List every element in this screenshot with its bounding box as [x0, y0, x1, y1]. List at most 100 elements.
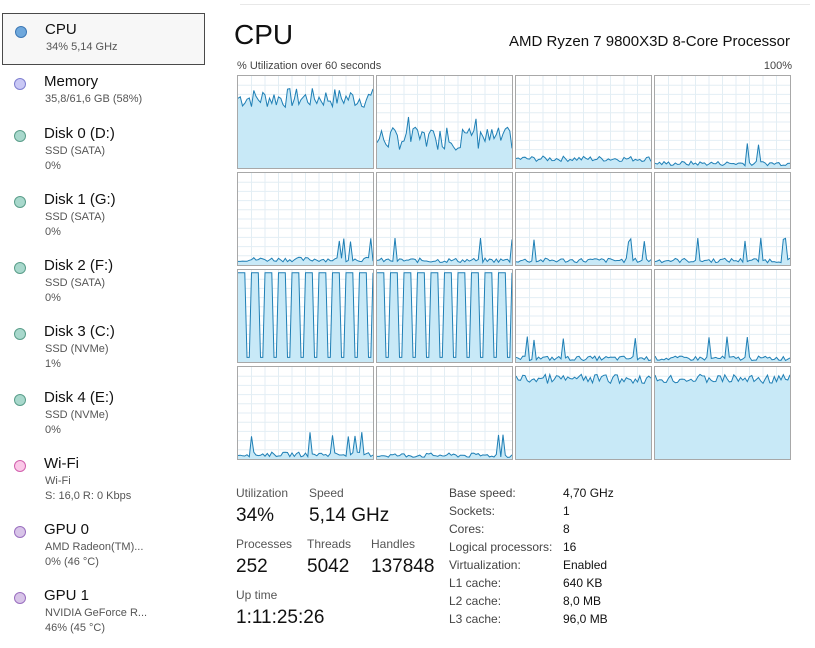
sidebar-item-disk-0[interactable]: Disk 0 (D:) SSD (SATA) 0% — [2, 118, 205, 172]
sidebar-item-detail: SSD (SATA) — [45, 277, 106, 289]
sidebar-item-disk-1[interactable]: Disk 1 (G:) SSD (SATA) 0% — [2, 184, 205, 238]
spec-value: 8,0 MB — [563, 594, 602, 608]
utilization-area — [377, 272, 512, 362]
core-utilization-graph — [654, 172, 791, 266]
sidebar-item-wifi[interactable]: Wi-Fi Wi-Fi S: 16,0 R: 0 Kbps — [2, 448, 205, 502]
processes-label: Processes — [236, 537, 293, 551]
memory-indicator-icon — [14, 78, 26, 90]
core-utilization-graph — [237, 366, 374, 460]
utilization-line — [376, 116, 513, 151]
spec-value: 640 KB — [563, 576, 603, 590]
utilization-line — [377, 434, 513, 458]
uptime-label: Up time — [236, 588, 278, 602]
core-utilization-graph — [515, 366, 652, 460]
graph-border — [237, 75, 374, 169]
disk-indicator-icon — [14, 196, 26, 208]
graph-border — [376, 172, 513, 266]
sidebar-item-detail: Wi-Fi — [45, 475, 71, 487]
graph-border — [654, 75, 791, 169]
speed-label: Speed — [309, 486, 344, 500]
sidebar-item-usage: 0% — [45, 424, 61, 436]
graph-border — [237, 366, 374, 460]
threads-value: 5042 — [307, 556, 350, 577]
utilization-label: Utilization — [236, 486, 289, 500]
utilization-line — [515, 336, 652, 362]
gpu-indicator-icon — [14, 592, 26, 604]
utilization-line — [654, 143, 791, 167]
sidebar-item-name: Disk 4 (E:) — [44, 389, 115, 406]
sidebar-item-disk-4[interactable]: Disk 4 (E:) SSD (NVMe) 0% — [2, 382, 205, 436]
sidebar-item-usage: 0% — [45, 160, 61, 172]
core-utilization-graph — [237, 172, 374, 266]
sidebar-item-name: Disk 1 (G:) — [44, 191, 116, 208]
utilization-line — [238, 238, 374, 263]
disk-indicator-icon — [14, 262, 26, 274]
sidebar-item-detail: SSD (SATA) — [45, 211, 106, 223]
sidebar-item-name: Wi-Fi — [44, 455, 79, 472]
sidebar-item-usage: 0% — [45, 226, 61, 238]
disk-indicator-icon — [14, 130, 26, 142]
sidebar-item-gpu-0[interactable]: GPU 0 AMD Radeon(TM)... 0% (46 °C) — [2, 514, 205, 568]
sidebar-item-detail: 34% 5,14 GHz — [46, 41, 118, 53]
graph-max-label: 100% — [763, 60, 792, 72]
processes-value: 252 — [236, 556, 268, 577]
utilization-line — [654, 373, 791, 385]
spec-value: 1 — [563, 504, 570, 518]
core-utilization-graph — [654, 75, 791, 169]
sidebar-item-usage: 0% (46 °C) — [45, 556, 99, 568]
sidebar-item-detail: AMD Radeon(TM)... — [45, 541, 144, 553]
handles-value: 137848 — [371, 556, 435, 577]
disk-indicator-icon — [14, 394, 26, 406]
sidebar-item-detail: SSD (NVMe) — [45, 343, 109, 355]
graph-border — [376, 269, 513, 363]
sidebar-item-name: Disk 0 (D:) — [44, 125, 115, 142]
graph-border — [654, 269, 791, 363]
core-utilization-graph — [515, 269, 652, 363]
page-title: CPU — [234, 19, 294, 50]
utilization-line — [238, 272, 374, 358]
uptime-value: 1:11:25:26 — [236, 607, 325, 628]
graph-border — [654, 366, 791, 460]
sidebar-item-name: Disk 3 (C:) — [44, 323, 115, 340]
spec-value: 8 — [563, 522, 570, 536]
utilization-line — [515, 237, 652, 264]
processor-name: AMD Ryzen 7 9800X3D 8-Core Processor — [509, 33, 790, 50]
graph-border — [515, 269, 652, 363]
sidebar-item-name: GPU 0 — [44, 521, 90, 538]
spec-value: 4,70 GHz — [563, 486, 614, 500]
sidebar-item-gpu-1[interactable]: GPU 1 NVIDIA GeForce R... 46% (45 °C) — [2, 580, 205, 634]
utilization-graph-caption: % Utilization over 60 seconds — [237, 60, 382, 72]
core-utilization-graph — [654, 366, 791, 460]
sidebar-item-memory[interactable]: Memory 35,8/61,6 GB (58%) — [2, 66, 205, 118]
sidebar-item-name: Disk 2 (F:) — [44, 257, 114, 274]
graph-border — [376, 75, 513, 169]
spec-label: L1 cache: — [449, 576, 502, 590]
cpu-indicator-icon — [15, 26, 27, 38]
sidebar-item-disk-2[interactable]: Disk 2 (F:) SSD (SATA) 0% — [2, 250, 205, 304]
spec-label: Sockets: — [449, 504, 496, 518]
utilization-line — [377, 272, 513, 358]
sidebar-item-name: CPU — [45, 21, 77, 38]
utilization-area — [655, 374, 790, 459]
utilization-area — [238, 272, 373, 362]
utilization-value: 34% — [236, 505, 275, 526]
core-utilization-graph — [654, 269, 791, 363]
sidebar-item-name: Memory — [44, 73, 99, 90]
utilization-area — [655, 336, 790, 362]
spec-label: Logical processors: — [449, 540, 553, 554]
gpu-indicator-icon — [14, 526, 26, 538]
spec-label: L2 cache: — [449, 594, 502, 608]
core-utilization-graph — [515, 75, 652, 169]
spec-label: L3 cache: — [449, 612, 502, 626]
core-utilization-graph — [376, 172, 513, 266]
graph-border — [237, 172, 374, 266]
sidebar-item-disk-3[interactable]: Disk 3 (C:) SSD (NVMe) 1% — [2, 316, 205, 370]
disk-indicator-icon — [14, 328, 26, 340]
sidebar-item-usage: S: 16,0 R: 0 Kbps — [45, 490, 132, 502]
core-utilization-graph — [376, 269, 513, 363]
spec-label: Base speed: — [449, 486, 516, 500]
graph-border — [376, 366, 513, 460]
utilization-line — [654, 336, 791, 362]
graph-border — [237, 269, 374, 363]
sidebar-item-cpu[interactable]: CPU 34% 5,14 GHz — [2, 13, 205, 65]
